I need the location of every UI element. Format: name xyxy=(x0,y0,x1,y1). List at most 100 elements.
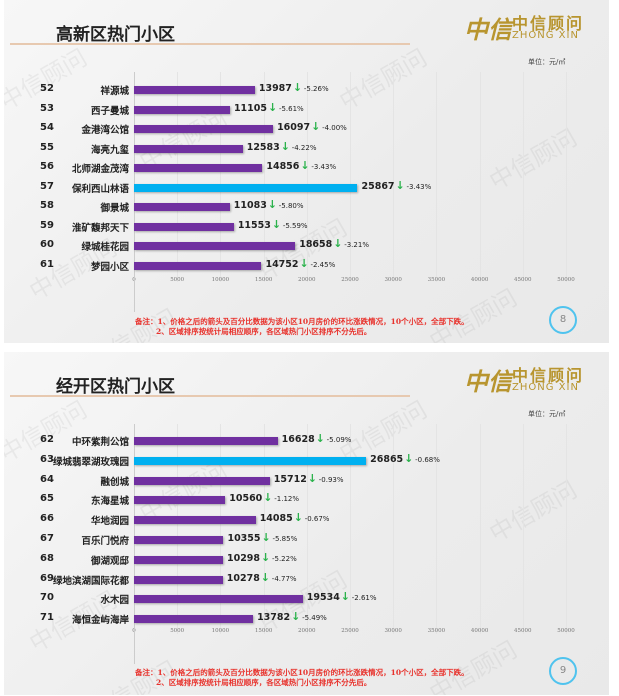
logo: 中信 中信顾问 ZHONG XIN xyxy=(464,10,604,44)
x-tick-label: 20000 xyxy=(298,277,316,283)
gridline xyxy=(263,72,265,282)
down-arrow-icon: ↓ xyxy=(299,256,309,270)
down-arrow-icon: ↓ xyxy=(261,531,271,544)
change-label: -2.61% xyxy=(351,594,377,603)
category-label: 北师湖金茂湾 xyxy=(71,164,129,175)
change-label: -0.67% xyxy=(304,515,330,524)
change-label: -5.85% xyxy=(272,535,298,543)
value-label: 10278 xyxy=(226,572,260,584)
bar xyxy=(134,242,296,250)
change-label: -5.49% xyxy=(302,614,327,623)
rank-label: 63 xyxy=(40,453,54,465)
rank-label: 70 xyxy=(40,592,54,604)
gridline xyxy=(566,72,567,282)
title-divider xyxy=(10,395,410,397)
x-tick-label: 50000 xyxy=(557,628,575,634)
gridline xyxy=(393,72,395,282)
x-tick-label: 20000 xyxy=(298,628,316,634)
value-label: 14085 xyxy=(259,513,293,525)
change-label: -4.22% xyxy=(291,143,317,152)
x-tick-label: 45000 xyxy=(514,628,532,634)
change-label: -5.80% xyxy=(278,202,304,210)
category-label: 金港湾公馆 xyxy=(81,125,129,136)
note-line-2: 2、区域排序按统计局相应顺序，各区域热门小区排序不分先后。 xyxy=(156,678,372,687)
change-label: -3.43% xyxy=(311,163,337,171)
slide-8: 中信顾问 中信顾问 中信顾问 中信顾问 中信顾问 中信顾问 中信顾问 中信顾问 高新区热门小区中… xyxy=(4,0,609,343)
category-label: 淮矿馥邦天下 xyxy=(71,222,129,234)
value-label: 11553 xyxy=(237,219,271,231)
x-tick-label: 10000 xyxy=(211,628,230,634)
x-tick-label: 15000 xyxy=(254,628,273,634)
bar xyxy=(134,86,255,94)
category-label: 西子曼城 xyxy=(90,105,129,117)
bar xyxy=(134,516,256,525)
note-line-2: 2、区域排序按统计局相应顺序，各区域热门小区排序不分先后。 xyxy=(156,327,372,336)
bar xyxy=(134,437,278,445)
bar xyxy=(134,144,243,153)
chart-title: 高新区热门小区 xyxy=(56,25,175,45)
x-tick-label: 30000 xyxy=(384,277,402,283)
change-label: -5.26% xyxy=(303,85,329,93)
value-label: 18658 xyxy=(299,239,333,250)
value-label: 19534 xyxy=(306,592,340,604)
x-tick-label: 5000 xyxy=(170,277,185,283)
bar xyxy=(134,536,224,544)
down-arrow-icon: ↓ xyxy=(267,198,277,211)
value-label: 12583 xyxy=(246,141,280,153)
down-arrow-icon: ↓ xyxy=(260,550,271,564)
rank-label: 52 xyxy=(40,83,54,94)
down-arrow-icon: ↓ xyxy=(307,471,317,485)
category-label: 海亮九玺 xyxy=(90,144,129,156)
bar xyxy=(134,261,262,270)
change-label: -3.43% xyxy=(406,182,432,191)
logo-text-cn: 中信顾问 xyxy=(512,14,585,33)
change-label: -3.21% xyxy=(344,241,369,249)
rank-label: 60 xyxy=(40,239,54,250)
change-label: -1.12% xyxy=(274,495,299,504)
category-label: 御景城 xyxy=(100,203,129,214)
value-label: 25867 xyxy=(361,180,395,192)
x-tick-label: 10000 xyxy=(211,277,230,283)
value-label: 14856 xyxy=(266,161,300,172)
watermark: 中信顾问 xyxy=(484,475,582,548)
x-tick-label: 35000 xyxy=(427,277,446,283)
watermark: 中信顾问 xyxy=(484,123,582,196)
logo-mark: 中信 xyxy=(464,15,512,44)
rank-label: 53 xyxy=(40,102,54,114)
bar xyxy=(134,183,358,192)
logo-mark: 中信 xyxy=(464,367,512,396)
gridline xyxy=(220,72,222,282)
down-arrow-icon: ↓ xyxy=(340,590,350,604)
change-label: -5.22% xyxy=(271,554,297,563)
category-label: 华地润园 xyxy=(90,516,129,528)
rank-label: 66 xyxy=(40,513,54,525)
bar xyxy=(134,575,223,584)
bar xyxy=(134,496,226,505)
x-tick-label: 5000 xyxy=(170,628,185,634)
rank-label: 55 xyxy=(40,141,54,153)
bar xyxy=(134,476,270,485)
category-label: 百乐门悦府 xyxy=(81,536,129,547)
unit-label: 单位：元/㎡ xyxy=(528,58,566,66)
bar xyxy=(134,222,234,231)
x-tick-label: 25000 xyxy=(341,277,359,283)
value-label: 10355 xyxy=(227,533,261,544)
change-label: -0.93% xyxy=(318,475,344,484)
rank-label: 59 xyxy=(40,219,54,231)
gridline xyxy=(436,72,438,282)
chart-title: 经开区热门小区 xyxy=(56,377,175,397)
value-label: 10560 xyxy=(229,493,263,505)
rank-label: 68 xyxy=(40,552,54,564)
down-arrow-icon: ↓ xyxy=(311,120,321,133)
slide-9: 中信顾问 中信顾问 中信顾问 中信顾问 中信顾问 中信顾问 中信顾问 中信顾问 经开区热门小区中… xyxy=(4,352,609,695)
bar xyxy=(134,456,367,465)
value-label: 16628 xyxy=(281,434,315,445)
change-label: -5.59% xyxy=(282,221,308,230)
rank-label: 57 xyxy=(40,180,54,192)
logo-text-en: ZHONG XIN xyxy=(512,30,579,41)
down-arrow-icon: ↓ xyxy=(291,610,301,624)
down-arrow-icon: ↓ xyxy=(315,432,325,445)
x-tick-label: 35000 xyxy=(427,628,446,634)
down-arrow-icon: ↓ xyxy=(263,491,273,505)
rank-label: 67 xyxy=(40,533,54,544)
